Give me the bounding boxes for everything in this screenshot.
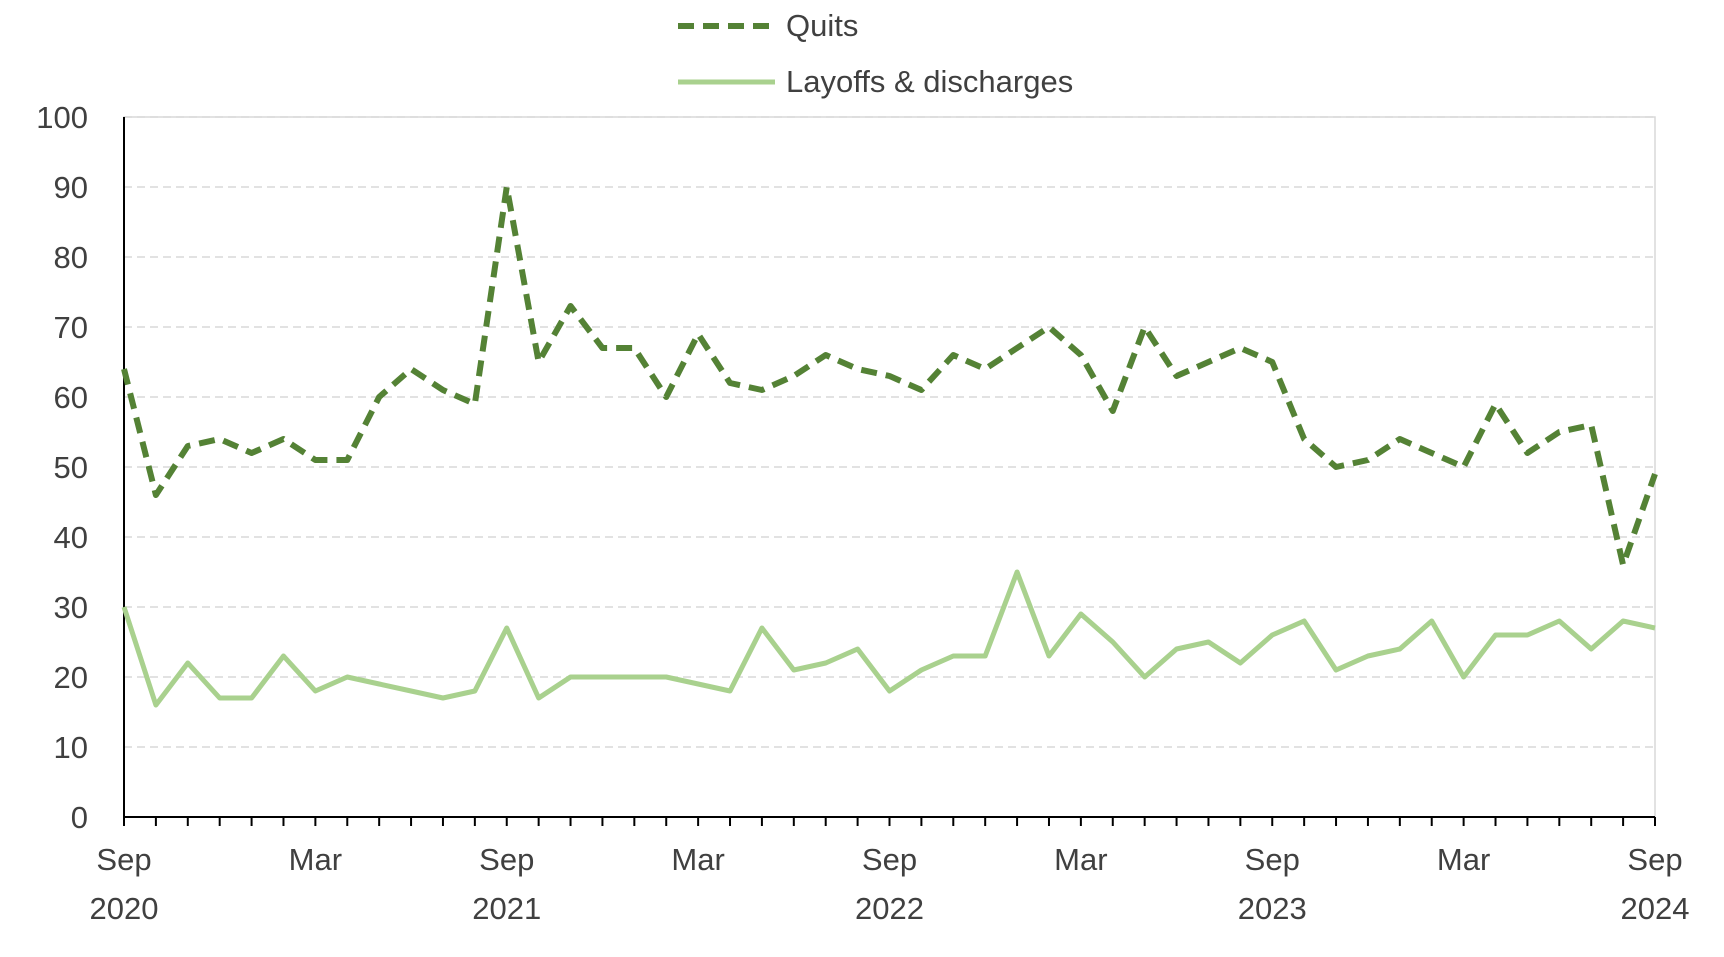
gridlines xyxy=(124,116,1655,748)
y-tick-label: 90 xyxy=(54,170,88,205)
y-axis: 0 10 20 30 40 50 60 70 80 90 100 xyxy=(36,100,125,835)
legend-label-layoffs: Layoffs & discharges xyxy=(786,64,1073,99)
x-tick-label: Sep xyxy=(862,842,917,877)
x-tick-year-label: 2020 xyxy=(90,891,159,926)
y-tick-label: 60 xyxy=(54,380,88,415)
x-tick-label: Sep xyxy=(479,842,534,877)
x-tick-year-label: 2021 xyxy=(472,891,541,926)
x-tick-label: Mar xyxy=(289,842,342,877)
x-tick-label: Sep xyxy=(1627,842,1682,877)
x-tick-year-label: 2023 xyxy=(1238,891,1307,926)
y-tick-label: 30 xyxy=(54,590,88,625)
legend-label-quits: Quits xyxy=(786,8,858,43)
y-tick-label: 80 xyxy=(54,240,88,275)
y-tick-label: 0 xyxy=(71,800,88,835)
x-tick-label: Mar xyxy=(1054,842,1107,877)
x-tick-year-label: 2022 xyxy=(855,891,924,926)
x-tick-label: Sep xyxy=(96,842,151,877)
series-line-layoffs-discharges xyxy=(121,569,1656,708)
x-tick-label: Mar xyxy=(1437,842,1490,877)
x-axis: Sep 2020 Mar Sep 2021 Mar Sep 2022 Mar Sep 2023 Mar… xyxy=(90,816,1690,926)
x-tick-label: Mar xyxy=(671,842,724,877)
y-tick-label: 40 xyxy=(54,520,88,555)
series-layer xyxy=(121,184,1658,708)
y-tick-label: 50 xyxy=(54,450,88,485)
x-tick-year-label: 2024 xyxy=(1621,891,1690,926)
series-line-quits xyxy=(121,184,1658,568)
y-tick-label: 20 xyxy=(54,660,88,695)
legend: Quits Layoffs & discharges xyxy=(678,8,1073,99)
y-tick-label: 100 xyxy=(36,100,88,135)
x-tick-label: Sep xyxy=(1245,842,1300,877)
y-tick-label: 70 xyxy=(54,310,88,345)
y-tick-label: 10 xyxy=(54,730,88,765)
